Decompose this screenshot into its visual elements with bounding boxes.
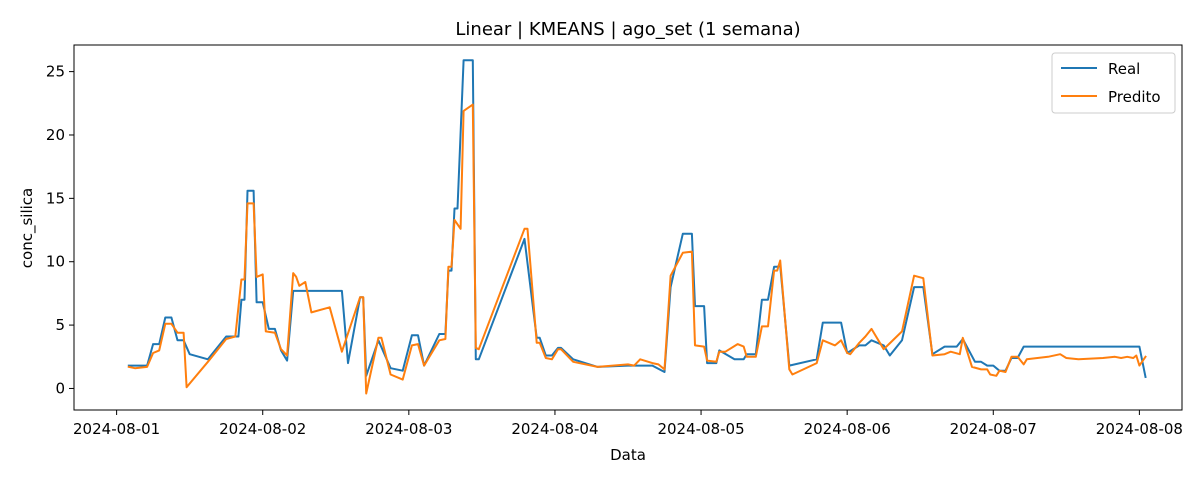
- legend-label-predito: Predito: [1108, 88, 1161, 106]
- series-line-real: [127, 59, 1147, 379]
- y-tick-label: 15: [46, 189, 65, 207]
- y-axis-title: conc_silica: [18, 188, 37, 268]
- x-tick-label: 2024-08-04: [511, 420, 598, 438]
- y-tick-label: 25: [46, 63, 65, 81]
- plot-frame: [73, 44, 1183, 411]
- x-axis-ticks: 2024-08-01 2024-08-02 2024-08-03 2024-08-04…: [73, 410, 1183, 438]
- y-tick-label: 5: [55, 316, 65, 334]
- x-tick-label: 2024-08-08: [1096, 420, 1183, 438]
- x-tick-label: 2024-08-01: [73, 420, 160, 438]
- legend-label-real: Real: [1108, 60, 1140, 78]
- x-axis-title: Data: [610, 446, 646, 464]
- series-lines: [127, 59, 1147, 395]
- x-tick-label: 2024-08-06: [804, 420, 891, 438]
- x-tick-label: 2024-08-03: [365, 420, 452, 438]
- x-tick-label: 2024-08-02: [219, 420, 306, 438]
- x-tick-label: 2024-08-05: [657, 420, 744, 438]
- legend: Real Predito: [1051, 52, 1176, 114]
- chart-title: Linear | KMEANS | ago_set (1 semana): [455, 19, 800, 40]
- x-tick-label: 2024-08-07: [950, 420, 1037, 438]
- y-tick-label: 20: [46, 126, 65, 144]
- series-line-predito: [127, 103, 1147, 395]
- y-axis-ticks: 0 5 10 15 20 25: [46, 63, 74, 397]
- y-tick-label: 0: [55, 379, 65, 397]
- y-tick-label: 10: [46, 253, 65, 271]
